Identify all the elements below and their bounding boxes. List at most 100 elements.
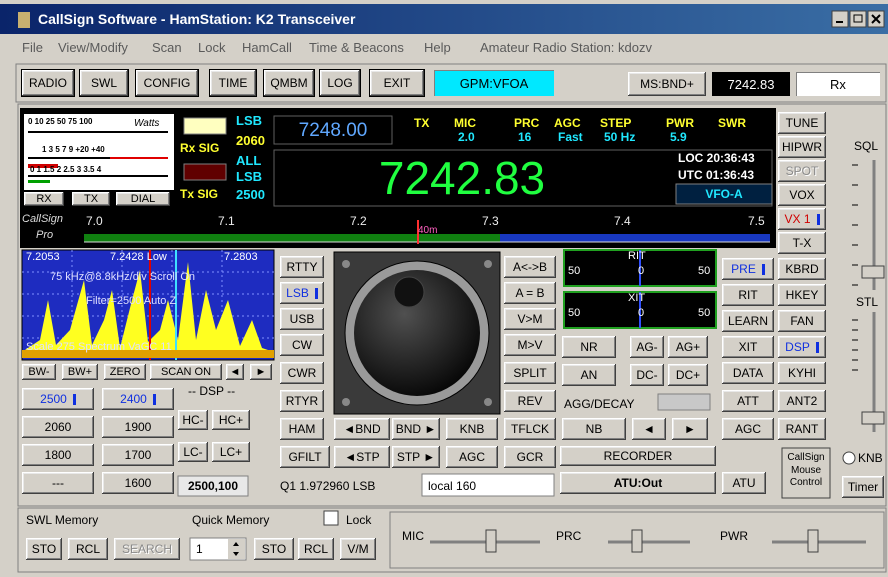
toolbar-button[interactable]: RADIO [22,70,74,96]
timer-button[interactable]: Timer [842,476,884,498]
mouse-control[interactable]: CallSign Mouse Control [783,452,829,496]
band-op-button[interactable]: ◄STP [334,446,390,468]
function-button[interactable]: HIPWR [778,136,826,158]
spectrum-button[interactable]: ZERO [104,364,146,380]
vfo-op-button[interactable]: TFLCK [504,418,556,440]
quick-button[interactable]: V/M [340,538,376,560]
function-button[interactable]: FAN [778,310,826,332]
dsp-filter-button[interactable]: 1800 [22,444,94,466]
channel-input[interactable]: 1 [196,543,203,555]
function-button[interactable]: ATT [722,390,774,412]
dsp-filter-button[interactable]: 1600 [102,472,174,494]
menu-item[interactable]: Time & Beacons [309,41,404,54]
nb-arrow[interactable]: ◄ [632,418,666,440]
band-op-button[interactable]: ◄BND [334,418,390,440]
dsp-filter-button[interactable]: 2400 [102,388,174,410]
function-button[interactable]: HKEY [778,284,826,306]
swl-button[interactable]: SEARCH [114,538,180,560]
knb-radio[interactable]: KNB [858,452,883,464]
toolbar-button[interactable]: SWL [80,70,128,96]
vfo-op-button[interactable]: A<->B [504,256,556,278]
toolbar-button[interactable]: EXIT [370,70,424,96]
noise-button[interactable]: DC+ [668,364,708,386]
dsp-filter-button[interactable]: 1900 [102,416,174,438]
function-button[interactable]: ANT2 [778,390,826,412]
noise-button[interactable]: AG+ [668,336,708,358]
function-button[interactable]: TUNE [778,112,826,134]
mode-button[interactable]: USB [280,308,324,330]
spectrum-button[interactable]: BW- [22,364,56,380]
vfo-op-button[interactable]: V>M [504,308,556,330]
menu-item[interactable]: Help [424,41,451,54]
lock-checkbox[interactable]: Lock [346,514,371,526]
dsp-shelf-button[interactable]: HC- [178,410,208,430]
meter-button[interactable]: RX [24,192,64,206]
noise-button[interactable]: AG- [630,336,664,358]
meter-button[interactable]: TX [72,192,110,206]
memory-name[interactable]: local 160 [428,480,476,492]
vfo-op-button[interactable]: GCR [504,446,556,468]
mode-button[interactable]: RTTY [280,256,324,278]
mode-button[interactable]: CWR [280,362,324,384]
quick-button[interactable]: STO [254,538,294,560]
dsp-shelf-button[interactable]: LC- [178,442,208,462]
noise-button[interactable]: DC- [630,364,664,386]
function-button[interactable]: LEARN [722,310,774,332]
recorder-button[interactable]: RECORDER [560,446,716,466]
vfo-op-button[interactable]: M>V [504,334,556,356]
mode-button[interactable]: HAM [280,418,324,440]
mode-button[interactable]: CW [280,334,324,356]
function-button[interactable]: SPOT [778,160,826,182]
function-button[interactable]: RANT [778,418,826,440]
dsp-shelf-button[interactable]: HC+ [212,410,250,430]
atu-out-button[interactable]: ATU:Out [560,472,716,494]
function-button[interactable]: VOX [778,184,826,206]
mode-button[interactable]: LSB [280,282,324,304]
swl-button[interactable]: RCL [68,538,108,560]
band-op-button[interactable]: STP ► [392,446,440,468]
dsp-shelf-button[interactable]: LC+ [212,442,250,462]
noise-button[interactable]: AN [562,364,616,386]
swl-button[interactable]: STO [26,538,62,560]
toolbar-button[interactable]: TIME [210,70,256,96]
spectrum-button[interactable]: ► [250,364,272,380]
menu-item[interactable]: File [22,41,43,54]
menu-item[interactable]: View/Modify [58,41,128,54]
menu-item[interactable]: HamCall [242,41,292,54]
mode-button[interactable]: RTYR [280,390,324,412]
function-button[interactable]: DATA [722,362,774,384]
function-button[interactable]: VX 1 [778,208,826,230]
function-button[interactable]: KYHI [778,362,826,384]
band-op-button[interactable]: KNB [446,418,498,440]
spectrum-button[interactable]: BW+ [62,364,98,380]
band-op-button[interactable]: BND ► [392,418,440,440]
nb-arrow[interactable]: ► [672,418,708,440]
function-button[interactable]: DSP [778,336,826,358]
meter-button[interactable]: DIAL [116,192,170,206]
menu-item[interactable]: Scan [152,41,182,54]
quick-button[interactable]: RCL [298,538,334,560]
mode-button[interactable]: GFILT [280,446,330,468]
ms-button[interactable]: MS:BND+ [628,72,706,96]
function-button[interactable]: PRE [722,258,774,280]
nb-button[interactable]: NB [562,418,626,440]
vfo-op-button[interactable]: A = B [504,282,556,304]
band-op-button[interactable]: AGC [446,446,498,468]
function-button[interactable]: RIT [722,284,774,306]
noise-button[interactable]: NR [562,336,616,358]
dsp-filter-button[interactable]: --- [22,472,94,494]
toolbar-button[interactable]: LOG [320,70,360,96]
dsp-filter-button[interactable]: 1700 [102,444,174,466]
menu-item[interactable]: Lock [198,41,225,54]
dsp-filter-button[interactable]: 2500 [22,388,94,410]
spectrum-button[interactable]: SCAN ON [150,364,222,380]
vfo-op-button[interactable]: REV [504,390,556,412]
vfo-op-button[interactable]: SPLIT [504,362,556,384]
spectrum-button[interactable]: ◄ [226,364,244,380]
function-button[interactable]: T-X [778,232,826,254]
function-button[interactable]: XIT [722,336,774,358]
atu-button[interactable]: ATU [722,472,766,494]
function-button[interactable]: AGC [722,418,774,440]
dsp-filter-button[interactable]: 2060 [22,416,94,438]
function-button[interactable]: KBRD [778,258,826,280]
